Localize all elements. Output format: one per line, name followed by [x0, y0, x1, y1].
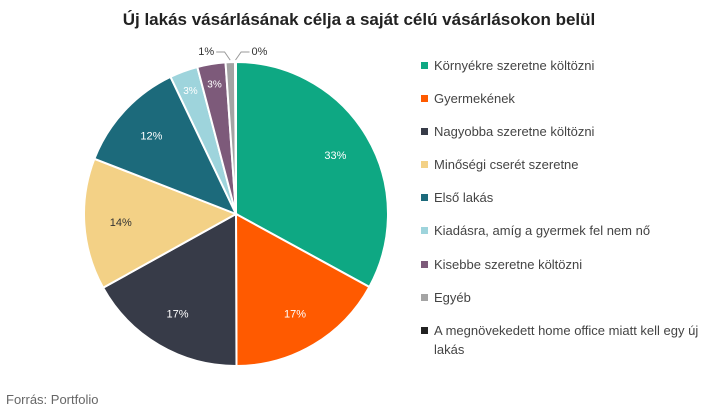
legend-swatch [421, 62, 428, 69]
pie-slice-minosegi-cseret-szeretne [83, 157, 239, 290]
slice-data-label: 17% [167, 309, 189, 321]
slice-data-label: 33% [324, 150, 346, 162]
legend-label: Egyéb [434, 290, 471, 305]
source-note: Forrás: Portfolio [6, 392, 99, 407]
slice-data-label: 14% [110, 217, 132, 229]
legend-swatch [421, 95, 428, 102]
slice-data-label: 12% [140, 130, 162, 142]
legend-label: Minőségi cserét szeretne [434, 157, 579, 172]
slice-data-label: 1% [198, 46, 214, 58]
pie-slice-kornyekre-szeretne-koltozni [235, 60, 389, 289]
legend-item-elso-lakas: Első lakás [421, 188, 704, 207]
pie-slice-nagyobba-szeretne-koltozni [101, 212, 238, 367]
legend-swatch [421, 261, 428, 268]
slice-data-label: 3% [183, 86, 198, 97]
legend-swatch [421, 227, 428, 234]
pie-slice-elso-lakas [93, 75, 238, 216]
legend-label: Gyermekének [434, 91, 515, 106]
pie-slice-a-megnovekedett-home-office-miatt-kell-egy-uj-lakas [234, 60, 237, 215]
legend-item-a-megnovekedett-home-office-miatt-kell-egy-uj-lakas: A megnövekedett home office miatt kell e… [421, 321, 704, 359]
legend-label: Kiadásra, amíg a gyermek fel nem nő [434, 223, 651, 238]
pie-slice-gyermekenek [234, 212, 371, 368]
legend-label: Kisebbe szeretne költözni [434, 257, 583, 272]
legend-label: Környékre szeretne költözni [434, 58, 595, 73]
legend-swatch [421, 194, 428, 201]
legend-item-nagyobba-szeretne-koltozni: Nagyobba szeretne költözni [421, 122, 704, 141]
legend-item-egyeb: Egyéb [421, 288, 704, 307]
slice-data-label: 3% [207, 80, 222, 91]
legend-label: A megnövekedett home office miatt kell e… [434, 323, 699, 357]
legend-swatch [421, 327, 428, 334]
legend-item-kiadasra-amig-a-gyermek-fel-nem-no: Kiadásra, amíg a gyermek fel nem nő [421, 221, 704, 240]
legend-item-gyermekenek: Gyermekének [421, 89, 704, 108]
legend-swatch [421, 294, 428, 301]
legend-swatch [421, 161, 428, 168]
legend-item-minosegi-cseret-szeretne: Minőségi cserét szeretne [421, 155, 704, 174]
slice-data-label: 17% [284, 308, 306, 320]
legend-label: Első lakás [434, 190, 494, 205]
legend-swatch [421, 128, 428, 135]
legend-label: Nagyobba szeretne költözni [434, 124, 595, 139]
legend-item-kisebbe-szeretne-koltozni: Kisebbe szeretne költözni [421, 255, 704, 274]
leader-line [235, 51, 250, 61]
legend-item-kornyekre-szeretne-koltozni: Környékre szeretne költözni [421, 56, 704, 75]
chart-title: Új lakás vásárlásának célja a saját célú… [122, 10, 596, 29]
leader-line [216, 51, 231, 61]
slice-data-label: 0% [252, 46, 268, 58]
